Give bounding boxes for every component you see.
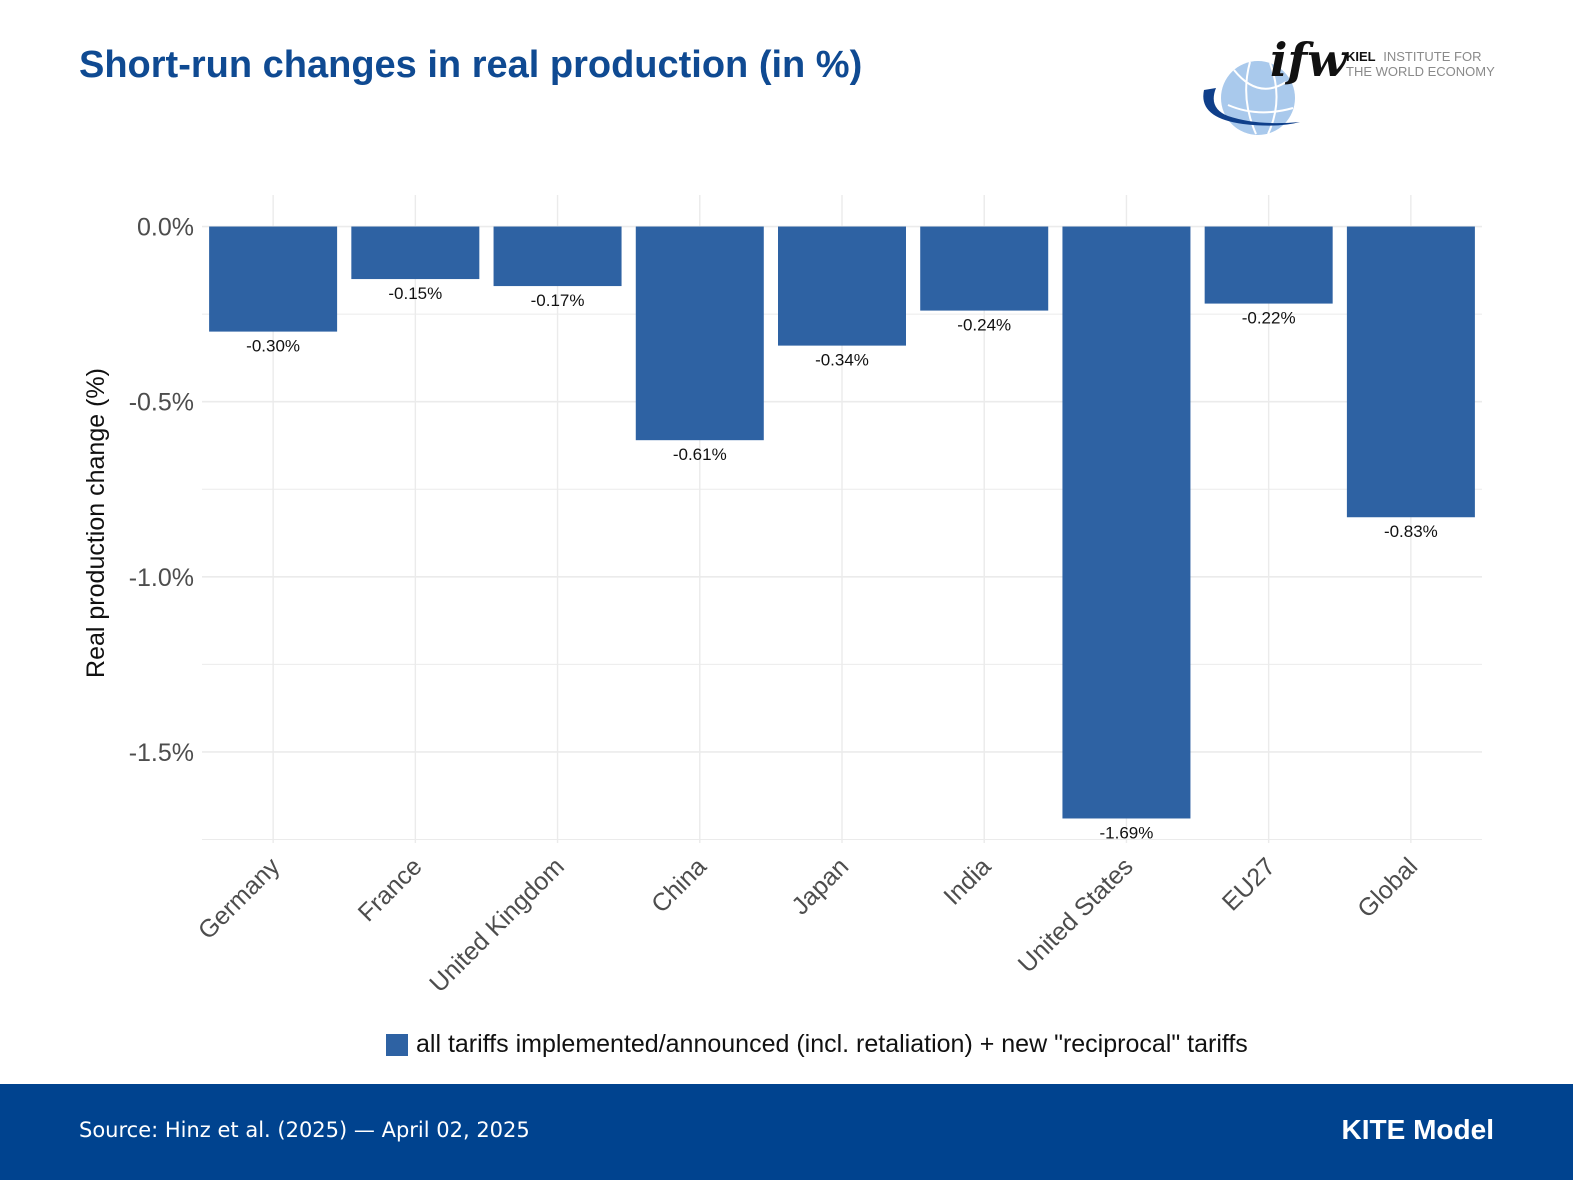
x-tick-label: EU27 bbox=[1217, 852, 1281, 916]
y-tick-label: -1.5% bbox=[129, 739, 194, 767]
svg-text:KIEL INSTITUTE FOR: KIEL INSTITUTE FOR bbox=[1346, 49, 1481, 64]
footer-source: Source: Hinz et al. (2025) — April 02, 2… bbox=[79, 1118, 530, 1142]
legend-label: all tariffs implemented/announced (incl.… bbox=[416, 1030, 1248, 1058]
x-tick-label: Global bbox=[1352, 852, 1423, 923]
logo-line1-rest: INSTITUTE FOR bbox=[1383, 49, 1481, 64]
bar bbox=[635, 226, 764, 441]
data-label: -0.17% bbox=[531, 291, 585, 310]
x-tick-label: India bbox=[938, 852, 996, 910]
page-title: Short-run changes in real production (in… bbox=[79, 44, 863, 86]
y-tick-label: -1.0% bbox=[129, 564, 194, 592]
data-label: -0.15% bbox=[388, 284, 442, 303]
data-label: -0.61% bbox=[673, 445, 727, 464]
x-tick-label: Japan bbox=[786, 852, 854, 920]
bar bbox=[1204, 226, 1333, 304]
logo-line2: THE WORLD ECONOMY bbox=[1346, 64, 1495, 79]
data-label: -0.30% bbox=[246, 337, 300, 356]
data-label: -0.24% bbox=[957, 316, 1011, 335]
bar bbox=[351, 226, 480, 280]
data-label: -1.69% bbox=[1100, 823, 1154, 842]
data-label: -0.83% bbox=[1384, 522, 1438, 541]
bar bbox=[778, 226, 906, 346]
x-tick-label: China bbox=[646, 852, 712, 918]
bars bbox=[209, 226, 1475, 819]
ifw-logo: ifw KIEL INSTITUTE FOR THE WORLD ECONOMY bbox=[1198, 30, 1508, 145]
y-tick-label: -0.5% bbox=[129, 389, 194, 417]
y-axis: 0.0% -0.5% -1.0% -1.5% bbox=[129, 214, 194, 767]
footer: Source: Hinz et al. (2025) — April 02, 2… bbox=[0, 1084, 1573, 1180]
data-labels: -0.30% -0.15% -0.17% -0.61% -0.34% -0.24% -1.6… bbox=[246, 284, 1438, 842]
x-tick-label: United States bbox=[1013, 852, 1139, 978]
bar-chart: -0.30% -0.15% -0.17% -0.61% -0.34% -0.24% -1.6… bbox=[82, 195, 1482, 998]
y-tick-label: 0.0% bbox=[137, 214, 194, 242]
data-label: -0.34% bbox=[815, 351, 869, 370]
data-label: -0.22% bbox=[1242, 309, 1296, 328]
x-tick-label: Germany bbox=[193, 852, 286, 945]
x-tick-label: United Kingdom bbox=[424, 852, 570, 998]
legend-swatch bbox=[386, 1033, 408, 1056]
footer-model: KITE Model bbox=[1341, 1114, 1494, 1145]
logo-line1: KIEL bbox=[1346, 49, 1376, 64]
bar bbox=[1346, 226, 1475, 518]
x-tick-label: France bbox=[353, 852, 428, 927]
logo-wordmark: ifw bbox=[1270, 33, 1348, 87]
bar bbox=[920, 226, 1049, 311]
bar bbox=[209, 226, 338, 332]
globe-swoosh-icon bbox=[1203, 61, 1300, 135]
bar bbox=[1062, 226, 1191, 819]
legend: all tariffs implemented/announced (incl.… bbox=[386, 1030, 1248, 1059]
bar bbox=[493, 226, 622, 287]
y-axis-title: Real production change (%) bbox=[82, 368, 110, 678]
